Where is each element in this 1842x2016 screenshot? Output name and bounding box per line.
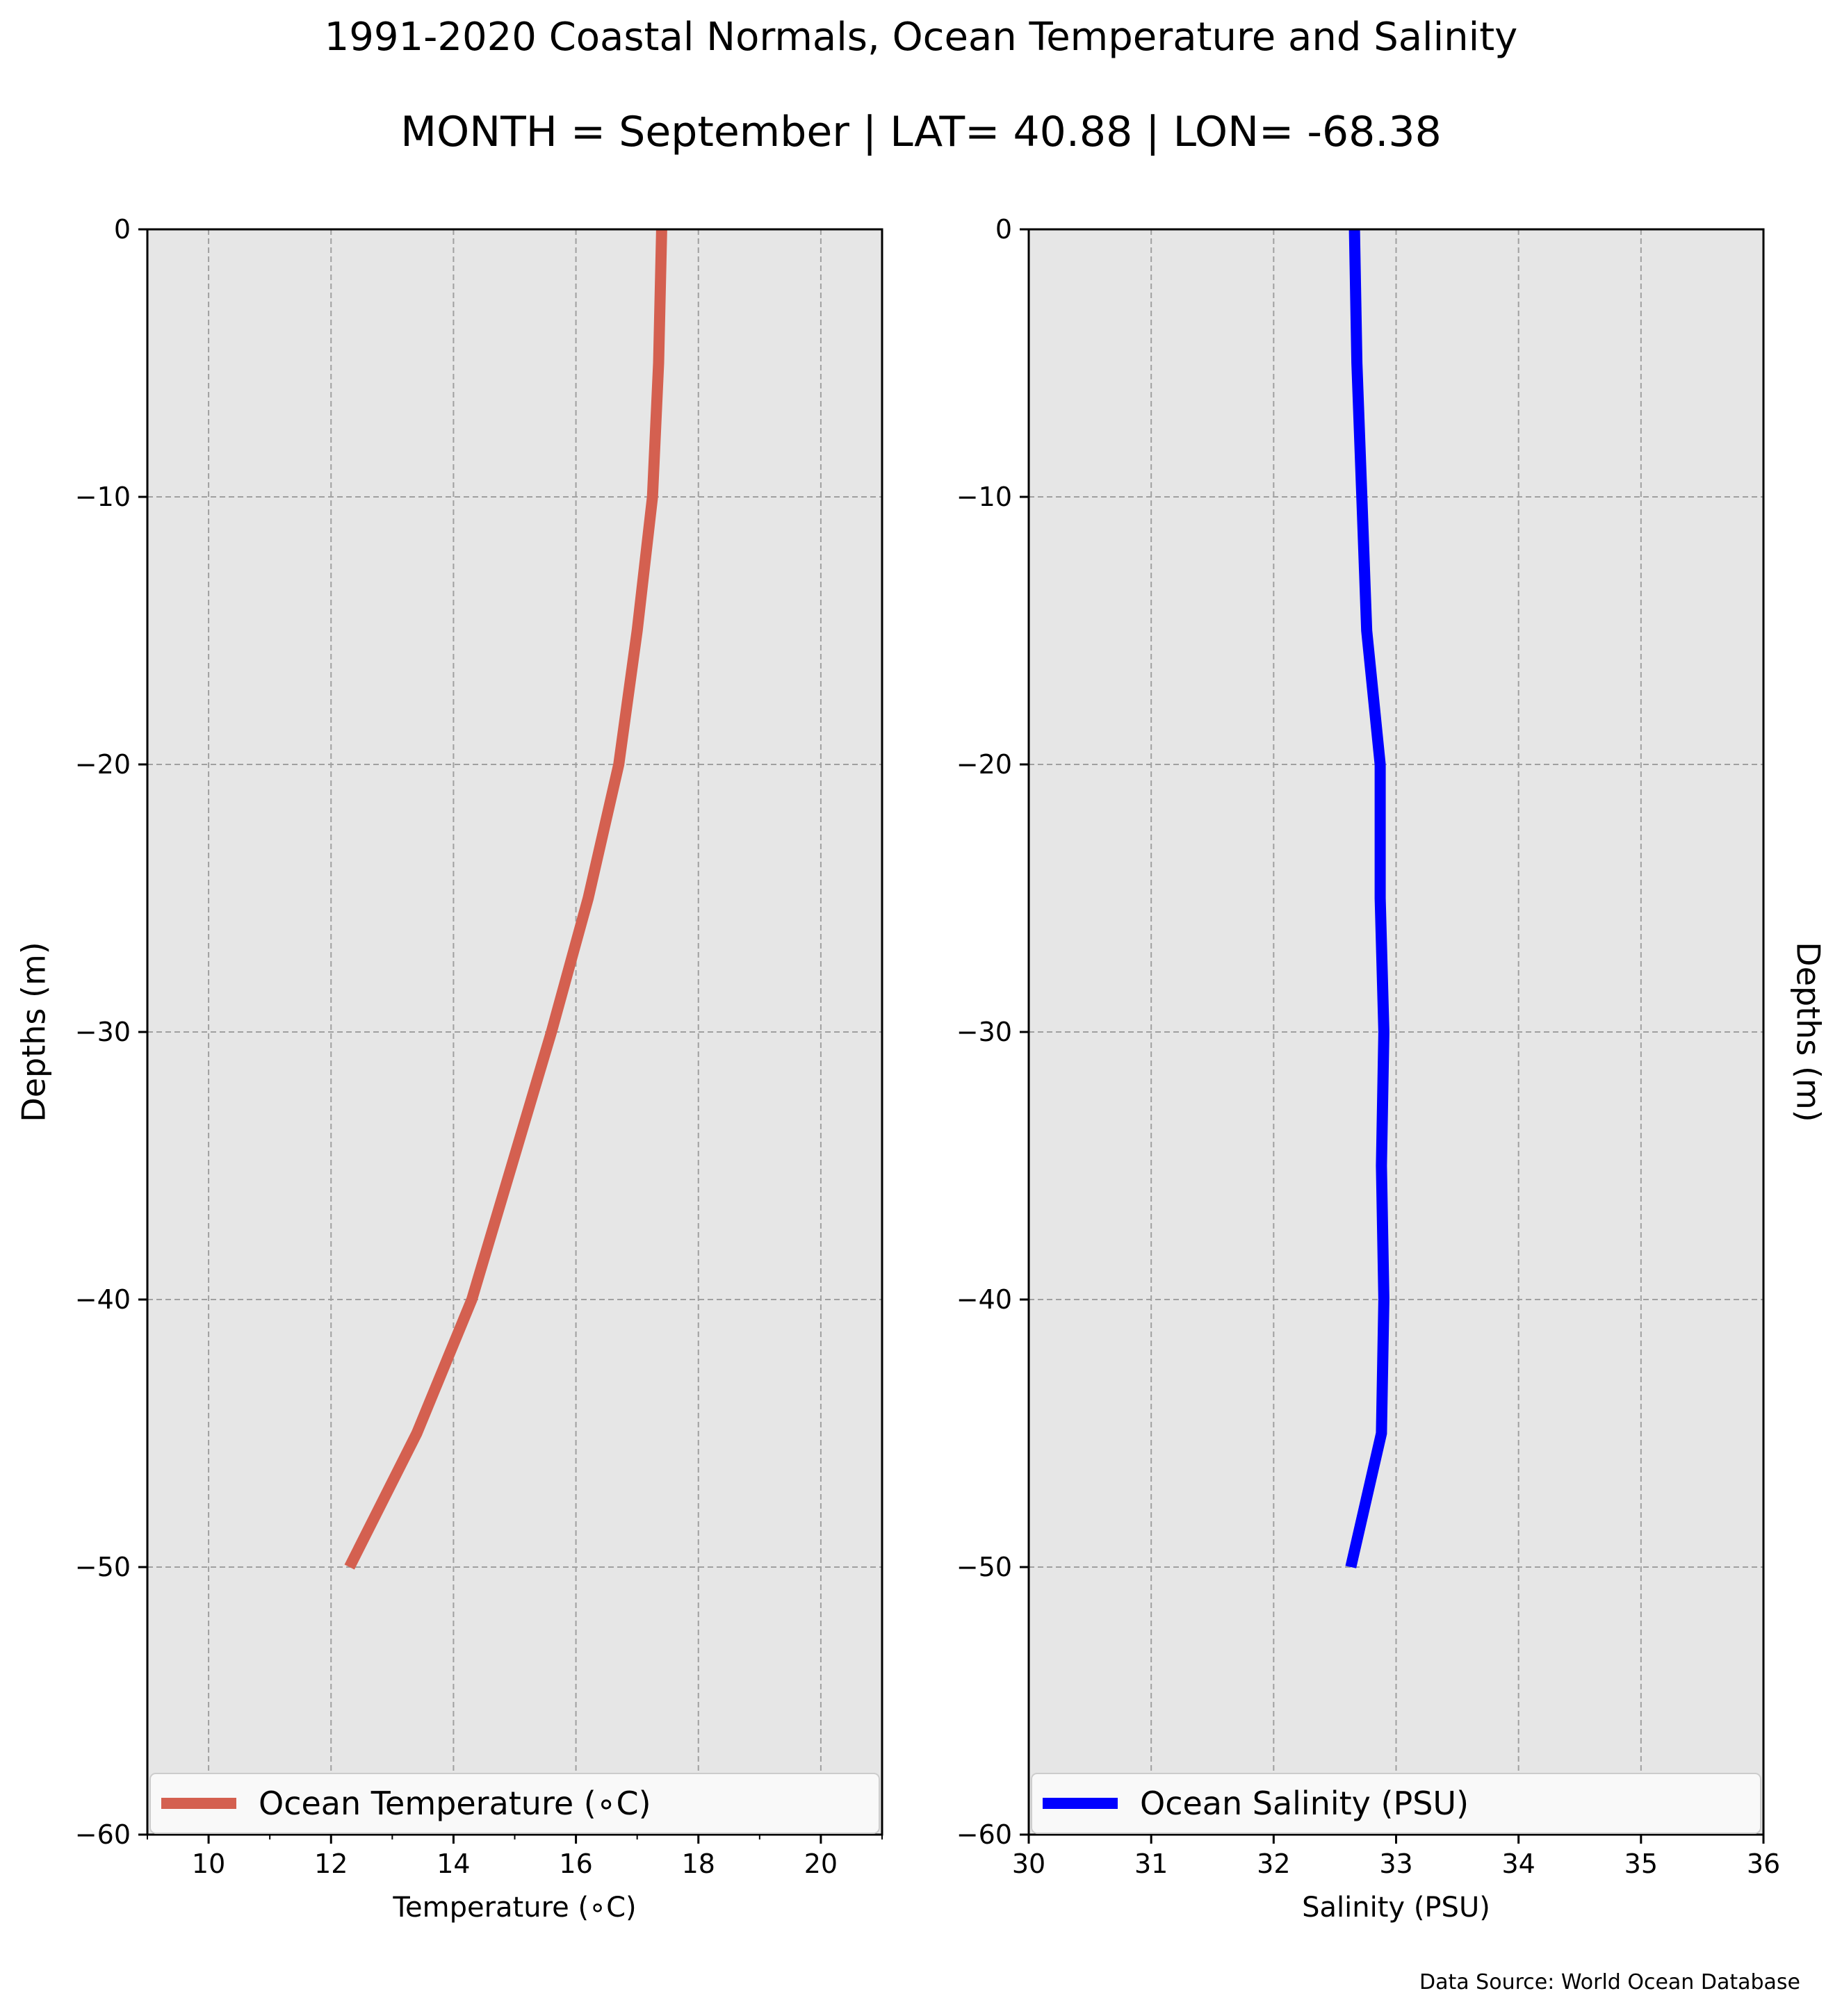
y-tick-label: −10 [75, 482, 131, 512]
x-tick-label: 18 [682, 1849, 715, 1879]
legend-label: Ocean Salinity (PSU) [1140, 1785, 1469, 1822]
series-line [344, 229, 667, 1570]
y-tick-label: −20 [75, 749, 131, 780]
x-tick-label: 16 [559, 1849, 592, 1879]
x-tick-label: 30 [1012, 1849, 1045, 1879]
series-line [1345, 229, 1389, 1568]
salinity-panel: 30 31 32 33 34 35 36 0 −10 −20 −30 −40 −50 −60 Salinit… [956, 214, 1827, 1924]
y-axis-label: Depths (m) [15, 942, 53, 1122]
y-tick-label: −60 [956, 1819, 1012, 1850]
y-tick-label: −60 [75, 1819, 131, 1850]
y-tick-label: −30 [956, 1017, 1012, 1047]
x-tick-label: 31 [1134, 1849, 1168, 1879]
y-tick-label: −20 [956, 749, 1012, 780]
x-tick-label: 20 [804, 1849, 838, 1879]
y-tick-label: −40 [956, 1284, 1012, 1315]
temperature-panel: 10 12 14 16 18 20 0 −10 −20 −30 −40 −50 −60 Temperatu… [15, 214, 883, 1924]
figure-title: 1991-2020 Coastal Normals, Ocean Tempera… [325, 15, 1518, 60]
x-tick-label: 14 [437, 1849, 470, 1879]
y-tick-label: −30 [75, 1017, 131, 1047]
legend-box [1031, 1773, 1761, 1834]
legend-label: Ocean Temperature (∘C) [259, 1785, 651, 1822]
figure-subtitle: MONTH = September | LAT= 40.88 | LON= -6… [400, 108, 1442, 156]
y-tick-label: 0 [114, 214, 131, 245]
y-axis-label: Depths (m) [1790, 942, 1827, 1122]
y-tick-label: −50 [956, 1552, 1012, 1582]
x-tick-label: 12 [314, 1849, 348, 1879]
y-tick-label: −50 [75, 1552, 131, 1582]
x-tick-label: 34 [1501, 1849, 1535, 1879]
x-tick-label: 33 [1379, 1849, 1412, 1879]
source-note: Data Source: World Ocean Database [1419, 1970, 1800, 1994]
x-tick-label: 35 [1624, 1849, 1658, 1879]
legend-box [149, 1773, 880, 1834]
y-tick-label: −10 [956, 482, 1012, 512]
x-tick-label: 10 [192, 1849, 225, 1879]
x-axis-label: Salinity (PSU) [1302, 1892, 1490, 1924]
x-axis-label: Temperature (∘C) [392, 1892, 636, 1924]
x-tick-label: 36 [1747, 1849, 1780, 1879]
y-tick-label: −40 [75, 1284, 131, 1315]
x-tick-label: 32 [1257, 1849, 1290, 1879]
y-tick-label: 0 [995, 214, 1012, 245]
